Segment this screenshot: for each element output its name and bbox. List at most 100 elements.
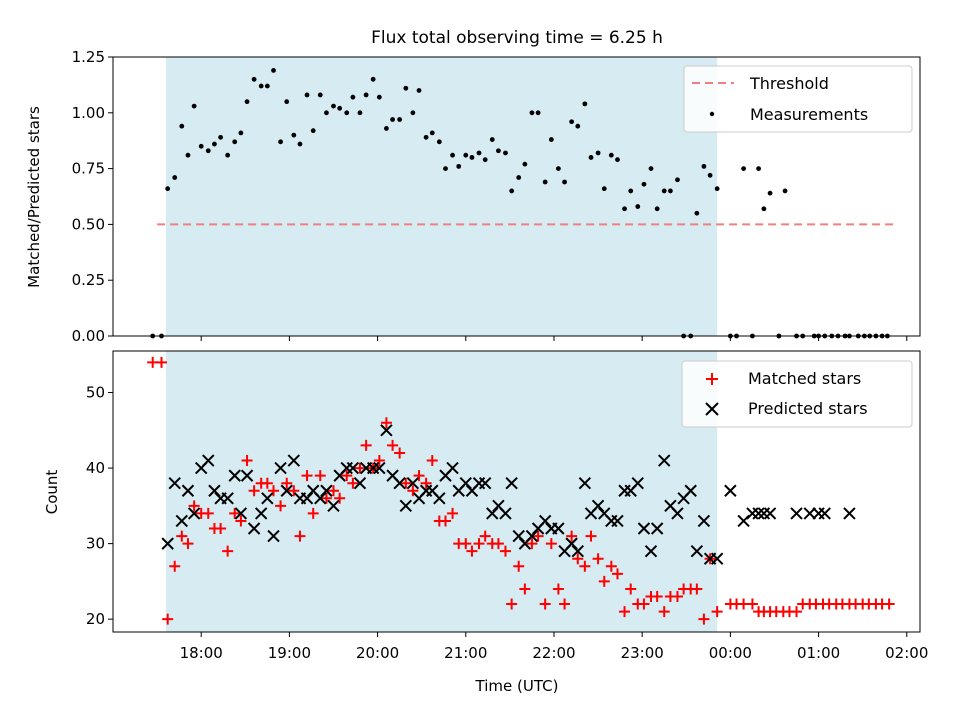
predicted-star-point: [373, 461, 386, 475]
matched-star-point: [479, 530, 491, 542]
measurement-point: [503, 150, 508, 156]
matched-star-point: [275, 500, 287, 512]
matched-star-point: [585, 530, 597, 542]
measurement-point: [694, 210, 700, 216]
bottom-x-ticks: 18:00 19:00 20:00 21:00 22:00 23:00 00:00 01:00…: [180, 632, 928, 662]
measurement-point: [350, 94, 356, 100]
measurement-point: [535, 110, 541, 116]
matched-star-point: [592, 553, 604, 565]
matched-star-point: [334, 492, 346, 504]
matched-star-point: [545, 538, 557, 550]
matched-star-point: [169, 560, 181, 572]
matched-star-point: [492, 538, 504, 550]
matched-star-point: [466, 545, 478, 557]
top-axes-frame: [112, 56, 921, 337]
y-tick-label: 0.00: [72, 327, 105, 345]
predicted-star-point: [175, 514, 189, 528]
measurement-point: [761, 206, 767, 212]
measurement-point: [244, 99, 250, 105]
measurement-point: [337, 105, 343, 111]
bottom-y-axis-label: Count: [43, 470, 61, 515]
predicted-star-point: [168, 476, 181, 490]
matched-star-point: [241, 455, 253, 467]
measurement-point: [271, 67, 276, 73]
matched-star-point: [598, 575, 610, 587]
matched-star-point: [380, 417, 392, 429]
measurement-point: [416, 88, 422, 93]
measurement-point: [622, 206, 627, 212]
measurement-point: [548, 137, 554, 142]
measurement-point: [476, 150, 482, 156]
predicted-star-point: [671, 507, 684, 520]
matched-star-point: [651, 590, 663, 602]
predicted-star-points: [161, 424, 856, 565]
matched-star-point: [248, 485, 260, 497]
y-tick-label: 50: [86, 384, 105, 402]
measurement-point: [595, 150, 601, 156]
y-tick-label: 40: [86, 459, 105, 477]
matched-legend-swatch: [706, 373, 718, 385]
matched-star-point: [513, 560, 525, 572]
matched-star-point: [268, 485, 280, 497]
measurement-point: [542, 179, 548, 185]
measurement-point: [588, 155, 594, 160]
predicted-star-point: [812, 507, 825, 520]
measurement-point: [363, 92, 369, 98]
matched-star-point: [619, 606, 631, 618]
matched-star-point: [294, 530, 306, 542]
matched-star-point: [202, 507, 214, 519]
predicted-star-point: [161, 537, 174, 550]
measurement-point: [555, 166, 561, 172]
predicted-star-point: [631, 476, 644, 490]
bottom-axes-frame: [112, 350, 921, 633]
matched-star-point: [625, 583, 637, 595]
matched-star-point: [176, 530, 188, 542]
ratio-panel: 0.00 0.25 0.50 0.75 1.00 1.25 Matched/Predict…: [25, 48, 921, 345]
matched-star-point: [883, 598, 895, 610]
measurement-point: [782, 188, 788, 194]
predicted-star-point: [763, 507, 777, 520]
predicted-star-point: [446, 461, 459, 475]
predicted-star-point: [757, 507, 771, 520]
measurement-point: [185, 152, 191, 158]
predicted-star-point: [254, 507, 268, 520]
matched-star-point: [373, 455, 385, 467]
matched-legend-label: Matched stars: [748, 369, 861, 388]
measurement-point: [376, 94, 382, 100]
matched-star-point: [605, 560, 617, 572]
predicted-star-point: [684, 484, 697, 497]
x-tick-label: 22:00: [532, 644, 575, 662]
measurement-point: [423, 134, 429, 140]
matched-star-point: [347, 477, 359, 489]
x-tick-label: 01:00: [797, 644, 840, 662]
measurement-point: [635, 204, 641, 209]
matched-star-point: [638, 598, 650, 610]
measurement-point: [575, 123, 581, 129]
matched-star-point: [473, 538, 485, 550]
measurement-point: [390, 117, 395, 122]
predicted-star-point: [353, 476, 367, 490]
matched-star-point: [746, 598, 758, 610]
bottom-legend-box: [681, 360, 913, 428]
measurement-point: [469, 155, 475, 160]
matched-star-point: [559, 598, 571, 610]
matched-star-point: [539, 598, 551, 610]
matched-star-point: [407, 485, 419, 497]
matched-star-point: [400, 477, 412, 489]
top-legend: Threshold Measurements: [683, 65, 913, 133]
predicted-star-point: [240, 469, 254, 482]
measurement-point: [331, 103, 336, 109]
predicted-star-point: [578, 476, 592, 490]
matched-star-point: [235, 515, 247, 527]
matched-star-point: [579, 560, 591, 572]
x-tick-label: 21:00: [444, 644, 487, 662]
measurement-point: [324, 110, 329, 116]
measurement-point: [443, 166, 448, 172]
top-y-ticks: 0.00 0.25 0.50 0.75 1.00 1.25: [72, 48, 113, 345]
chart-title: Flux total observing time = 6.25 h: [371, 28, 663, 48]
threshold-legend-label: Threshold: [749, 74, 829, 93]
matched-star-point: [156, 356, 168, 368]
predicted-star-point: [790, 507, 803, 520]
predicted-legend-label: Predicted stars: [748, 399, 868, 418]
